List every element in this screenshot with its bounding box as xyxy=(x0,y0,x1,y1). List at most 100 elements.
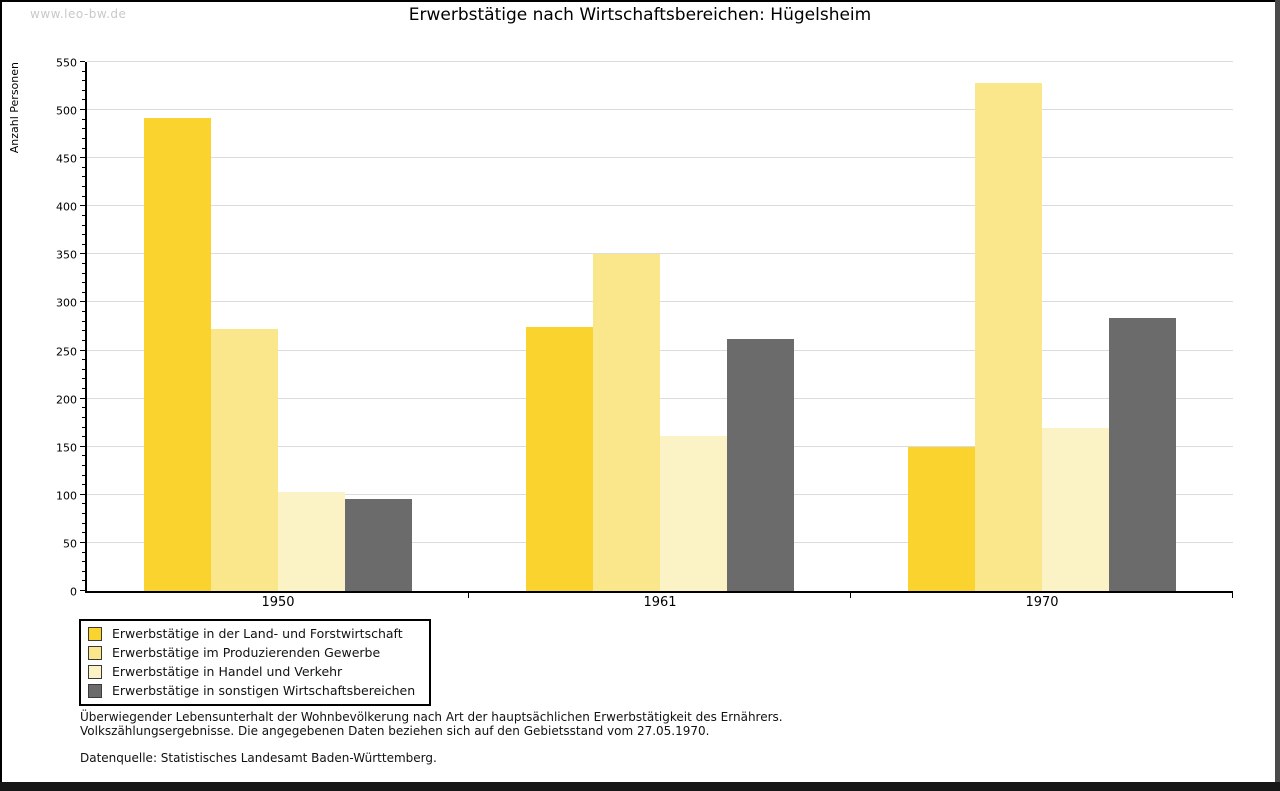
frame-edge-left xyxy=(0,0,2,791)
y-axis-minor-tick xyxy=(82,580,85,582)
legend-swatch xyxy=(88,626,102,641)
legend-item-label: Erwerbstätige in sonstigen Wirtschaftsbe… xyxy=(112,683,416,698)
footnote-line-1: Überwiegender Lebensunterhalt der Wohnbe… xyxy=(80,710,783,724)
x-axis-tick xyxy=(850,593,851,598)
legend-swatch xyxy=(88,645,102,660)
bar xyxy=(211,329,278,591)
y-axis-tick xyxy=(80,61,85,62)
legend-item: Erwerbstätige in Handel und Verkehr xyxy=(88,662,415,681)
gridline xyxy=(87,157,1233,159)
bar xyxy=(526,327,593,591)
legend-swatch xyxy=(88,664,102,679)
frame-edge-right xyxy=(1275,0,1280,791)
gridline xyxy=(87,109,1233,111)
x-tick-label: 1950 xyxy=(261,595,295,610)
data-source: Datenquelle: Statistisches Landesamt Bad… xyxy=(80,751,437,765)
y-tick-label: 350 xyxy=(56,248,77,262)
y-axis-minor-tick xyxy=(82,416,85,418)
legend-item-label: Erwerbstätige in der Land- und Forstwirt… xyxy=(112,626,403,641)
y-axis-minor-tick xyxy=(82,464,85,466)
chart-title: Erwerbstätige nach Wirtschaftsbereichen:… xyxy=(408,5,872,25)
y-tick-label: 50 xyxy=(63,537,77,551)
y-axis-minor-tick xyxy=(82,262,85,264)
y-axis-minor-tick xyxy=(82,513,85,515)
y-axis-minor-tick xyxy=(82,137,85,139)
gridline xyxy=(87,301,1233,303)
bar-group-1970 xyxy=(851,62,1233,591)
y-axis-minor-tick xyxy=(82,243,85,245)
y-axis-minor-tick xyxy=(82,330,85,332)
y-axis-minor-tick xyxy=(82,186,85,188)
bar xyxy=(278,491,345,591)
y-axis-minor-tick xyxy=(82,570,85,572)
y-axis-minor-tick xyxy=(82,426,85,428)
y-axis-minor-tick xyxy=(82,561,85,563)
y-axis-tick xyxy=(80,205,85,207)
legend-item-label: Erwerbstätige in Handel und Verkehr xyxy=(112,664,343,679)
bar xyxy=(345,498,412,591)
y-axis-minor-tick xyxy=(82,272,85,274)
y-axis-minor-tick xyxy=(82,118,85,120)
y-axis-minor-tick xyxy=(82,214,85,216)
y-tick-label: 200 xyxy=(56,393,77,407)
bar xyxy=(975,83,1042,591)
gridline xyxy=(87,397,1233,399)
legend-item: Erwerbstätige im Produzierenden Gewerbe xyxy=(88,643,415,662)
y-axis-minor-tick xyxy=(82,532,85,534)
legend-item: Erwerbstätige in sonstigen Wirtschaftsbe… xyxy=(88,681,415,700)
x-axis-tick xyxy=(1232,593,1233,598)
frame-edge-bottom xyxy=(0,782,1280,791)
y-axis-tick xyxy=(80,349,85,351)
y-axis-minor-tick xyxy=(82,455,85,457)
y-axis-minor-tick xyxy=(82,368,85,370)
y-axis-tick xyxy=(80,397,85,399)
y-axis-minor-tick xyxy=(82,282,85,284)
y-axis-minor-tick xyxy=(82,359,85,361)
y-axis-tick xyxy=(80,157,85,159)
y-axis-minor-tick xyxy=(82,378,85,380)
y-axis-minor-tick xyxy=(82,99,85,101)
y-axis-tick xyxy=(80,541,85,543)
bar xyxy=(660,436,727,591)
y-tick-label: 300 xyxy=(56,296,77,310)
y-tick-label: 550 xyxy=(56,56,77,70)
bar-group-1961 xyxy=(469,62,851,591)
plot-area: 0 50 100 150 200 250 300 350 400 450 500 550 1950 196… xyxy=(56,57,1233,610)
y-axis-minor-tick xyxy=(82,176,85,178)
x-axis-tick xyxy=(468,593,469,598)
footnote-line-2: Volkszählungsergebnisse. Die angegebenen… xyxy=(80,724,710,738)
y-axis-tick xyxy=(80,445,85,447)
y-tick-label: 150 xyxy=(56,441,77,455)
legend-item-label: Erwerbstätige im Produzierenden Gewerbe xyxy=(112,645,381,660)
y-tick-label: 0 xyxy=(70,585,77,599)
y-axis-minor-tick xyxy=(82,474,85,476)
y-axis-minor-tick xyxy=(82,147,85,149)
bar xyxy=(1042,427,1109,591)
site-watermark: www.leo-bw.de xyxy=(30,7,127,21)
y-axis-minor-tick xyxy=(82,80,85,82)
y-tick-label: 100 xyxy=(56,489,77,503)
y-axis-minor-tick xyxy=(82,311,85,313)
y-axis-minor-tick xyxy=(82,291,85,293)
x-tick-label: 1970 xyxy=(1025,595,1059,610)
y-axis-tick xyxy=(80,253,85,255)
y-axis-minor-tick xyxy=(82,166,85,168)
y-axis-minor-tick xyxy=(82,551,85,553)
y-axis-minor-tick xyxy=(82,320,85,322)
y-tick-label: 250 xyxy=(56,345,77,359)
bar xyxy=(727,339,794,591)
y-axis-minor-tick xyxy=(82,436,85,438)
y-axis-minor-tick xyxy=(82,503,85,505)
y-axis-minor-tick xyxy=(82,522,85,524)
legend: Erwerbstätige in der Land- und Forstwirt… xyxy=(79,619,432,706)
bar-group-1950 xyxy=(87,62,469,591)
bar xyxy=(593,254,660,591)
gridline xyxy=(87,61,1233,62)
frame-edge-top xyxy=(0,0,1280,2)
y-axis-tick xyxy=(80,301,85,303)
y-axis-tick xyxy=(80,590,85,591)
y-axis-minor-tick xyxy=(82,234,85,236)
y-axis-tick xyxy=(80,493,85,495)
y-axis-minor-tick xyxy=(82,70,85,72)
